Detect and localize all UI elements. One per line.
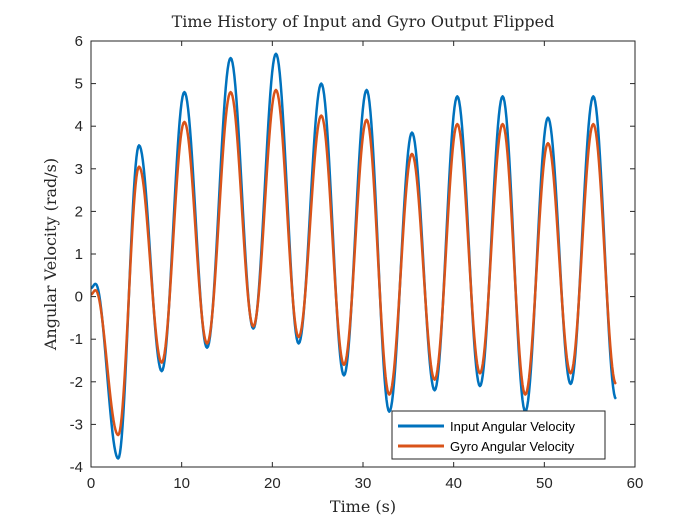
x-tick-label: 10: [173, 475, 190, 492]
y-tick-label: 3: [75, 161, 83, 178]
y-tick-label: 0: [75, 289, 83, 306]
plot-area-frame: [90, 40, 636, 468]
legend-label-gyro: Gyro Angular Velocity: [450, 439, 575, 454]
y-tick-label: 1: [75, 246, 83, 263]
y-tick-label: 6: [75, 33, 83, 50]
x-tick-label: 20: [264, 475, 281, 492]
legend: Input Angular Velocity Gyro Angular Velo…: [391, 410, 606, 460]
y-tick-label: -2: [70, 374, 83, 391]
x-axis-label: Time (s): [330, 497, 396, 516]
legend-box: [391, 410, 606, 460]
y-tick-label: -3: [70, 416, 83, 433]
y-tick-label: 5: [75, 76, 83, 93]
y-tick-label: -1: [70, 331, 83, 348]
y-axis-label: Angular Velocity (rad/s): [41, 158, 60, 351]
x-tick-label: 50: [536, 475, 553, 492]
x-tick-label: 0: [87, 475, 95, 492]
x-tick-label: 30: [355, 475, 372, 492]
ticks-layer: 0 10 20 30 40 50 60 -4 -3 -2 -1 0 1 2 3 4 5 6: [70, 33, 644, 492]
y-tick-label: 4: [75, 118, 83, 135]
x-tick-label: 60: [627, 475, 644, 492]
legend-label-input: Input Angular Velocity: [450, 419, 576, 434]
y-tick-label: 2: [75, 203, 83, 220]
y-tick-label: -4: [70, 459, 83, 476]
series-line-gyro: [89, 88, 617, 437]
chart-title: Time History of Input and Gyro Output Fl…: [172, 12, 555, 31]
x-tick-label: 40: [445, 475, 462, 492]
